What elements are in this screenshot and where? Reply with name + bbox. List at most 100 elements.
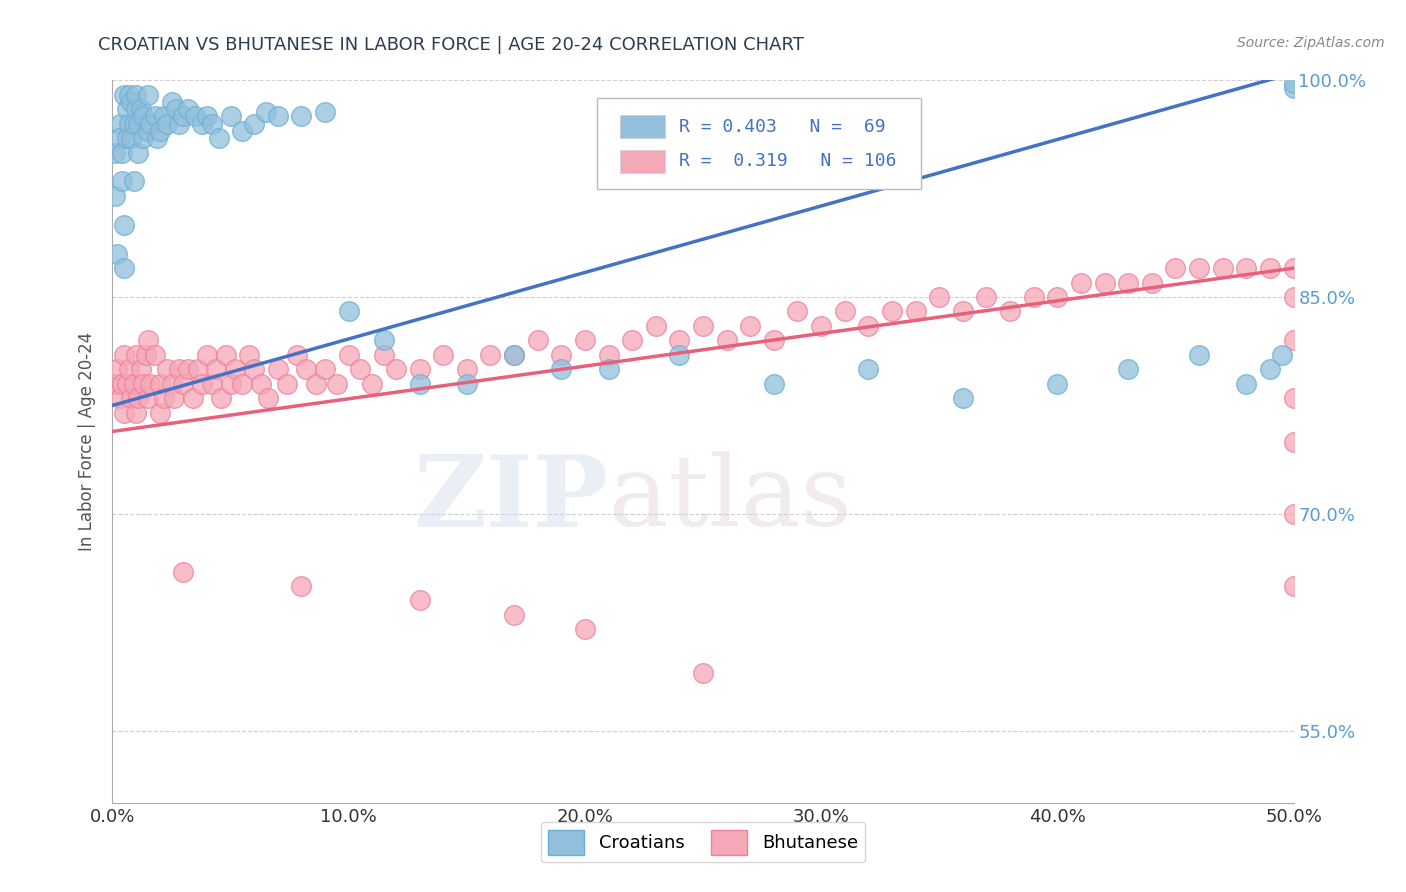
Point [716,334,738,348]
Point [143,348,166,362]
Point [408,362,430,376]
Point [1094,276,1116,290]
Legend: Croatians, Bhutanese: Croatians, Bhutanese [541,822,865,863]
Point [1282,334,1305,348]
Point [326,376,349,391]
Point [250,376,273,391]
Point [136,124,159,138]
Point [276,376,298,391]
Point [125,406,148,420]
Point [139,117,162,131]
Point [146,131,169,145]
Point [432,348,454,362]
Point [125,348,148,362]
Point [503,348,526,362]
Point [762,334,785,348]
Point [156,117,179,131]
Point [167,362,190,376]
Point [834,304,856,318]
Point [195,348,218,362]
Point [385,362,408,376]
Point [127,391,149,405]
Point [231,376,253,391]
Point [238,348,260,362]
Point [153,391,176,405]
Point [120,131,142,145]
Text: R = 0.403   N =  69: R = 0.403 N = 69 [679,118,886,136]
Point [231,124,253,138]
Point [172,376,194,391]
Point [1282,579,1305,593]
Point [115,131,138,145]
Bar [620,115,665,138]
Point [904,304,927,318]
Point [104,376,127,391]
Y-axis label: In Labor Force | Age 20-24: In Labor Force | Age 20-24 [77,332,96,551]
Point [503,348,526,362]
Point [112,87,135,102]
Point [112,261,135,276]
Point [132,376,155,391]
Point [574,623,596,637]
Point [692,665,714,680]
Point [1271,348,1294,362]
Point [127,145,149,160]
Point [219,376,242,391]
Point [122,117,145,131]
Point [290,579,312,593]
Point [156,362,179,376]
Point [201,376,224,391]
Point [191,117,214,131]
Point [1046,376,1069,391]
Point [136,334,159,348]
Point [167,117,190,131]
Text: R =  0.319   N = 106: R = 0.319 N = 106 [679,153,897,170]
Point [644,318,666,333]
Point [1282,261,1305,276]
Point [149,376,172,391]
Point [115,102,138,116]
Point [1070,276,1092,290]
Point [112,406,135,420]
Point [115,376,138,391]
Point [149,406,172,420]
Point [267,109,290,123]
Point [598,348,620,362]
Point [143,109,166,123]
Point [1164,261,1187,276]
Point [1188,348,1211,362]
Point [122,376,145,391]
Point [136,391,159,405]
Point [125,102,148,116]
Point [112,218,135,232]
Point [208,131,231,145]
Point [209,391,232,405]
Point [111,174,134,188]
Point [149,124,172,138]
Point [122,174,145,188]
Point [550,362,572,376]
Point [186,362,208,376]
Point [160,376,183,391]
Point [668,348,690,362]
Point [104,145,127,160]
Point [1022,290,1045,304]
Point [172,565,194,579]
Point [408,593,430,607]
Point [1282,507,1305,521]
Point [361,376,384,391]
Point [692,318,714,333]
Point [858,318,880,333]
Point [1282,391,1305,405]
Point [132,109,155,123]
Point [215,348,238,362]
Point [108,391,131,405]
Point [858,362,880,376]
Text: Source: ZipAtlas.com: Source: ZipAtlas.com [1237,36,1385,50]
Text: CROATIAN VS BHUTANESE IN LABOR FORCE | AGE 20-24 CORRELATION CHART: CROATIAN VS BHUTANESE IN LABOR FORCE | A… [98,36,804,54]
Point [177,362,200,376]
Point [550,348,572,362]
Point [201,117,224,131]
Point [1046,290,1069,304]
Point [314,105,336,120]
